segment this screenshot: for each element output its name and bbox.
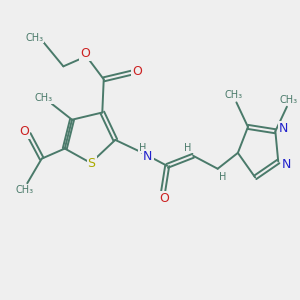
Text: CH₃: CH₃ (35, 93, 53, 103)
Text: CH₃: CH₃ (224, 90, 243, 100)
Text: N: N (279, 122, 288, 135)
Text: H: H (139, 143, 146, 153)
Text: N: N (282, 158, 291, 171)
Text: O: O (20, 125, 29, 138)
Text: CH₃: CH₃ (15, 185, 34, 195)
Text: H: H (184, 143, 192, 153)
Text: N: N (143, 150, 153, 163)
Text: CH₃: CH₃ (279, 94, 297, 104)
Text: H: H (219, 172, 226, 182)
Text: O: O (159, 192, 169, 205)
Text: O: O (132, 65, 142, 78)
Text: CH₃: CH₃ (26, 32, 44, 43)
Text: O: O (80, 47, 90, 60)
Text: S: S (88, 157, 96, 170)
